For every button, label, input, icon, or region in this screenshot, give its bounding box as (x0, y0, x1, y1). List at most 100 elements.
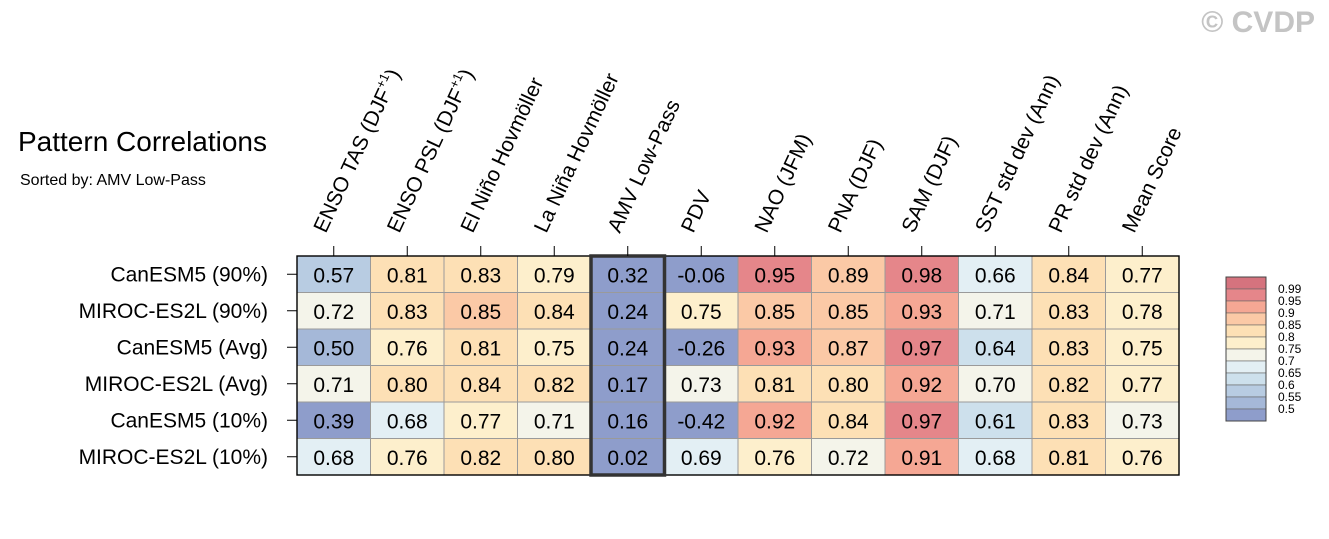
heatmap-cell (664, 329, 738, 366)
colorbar-label: 0.7 (1278, 354, 1295, 368)
colorbar-swatch (1225, 312, 1267, 326)
heatmap-border (296, 255, 1180, 476)
heatmap-cell (1105, 329, 1179, 366)
heatmap-cell (1105, 402, 1179, 439)
column-labels: ENSO TAS (DJF+1)ENSO PSL (DJF+1)El Niño … (307, 64, 1187, 256)
cell-value-label: 0.98 (901, 264, 942, 287)
cell-value-label: 0.24 (607, 337, 648, 360)
column-label-sst-std-dev-ann: SST std dev (Ann) (971, 71, 1064, 236)
cell-value-label: 0.93 (901, 301, 942, 324)
heatmap-cell (958, 438, 1032, 475)
cell-value-label: 0.16 (607, 410, 648, 433)
cell-value-label: 0.82 (1048, 374, 1089, 397)
heatmap-cell (738, 256, 812, 293)
cell-value-label: 0.50 (313, 337, 354, 360)
colorbar-label: 0.75 (1278, 342, 1302, 356)
heatmap-cell (811, 402, 885, 439)
heatmap-cell (517, 292, 591, 329)
cell-value-label: 0.80 (828, 374, 869, 397)
colorbar-label: 0.95 (1278, 294, 1302, 308)
heatmap-cell (1032, 402, 1106, 439)
colorbar-label: 0.65 (1278, 366, 1302, 380)
heatmap-cell (811, 292, 885, 329)
colorbar-label: 0.9 (1278, 306, 1295, 320)
heatmap-cell (1032, 292, 1106, 329)
colorbar-label: 0.85 (1278, 318, 1302, 332)
heatmap-cell (958, 365, 1032, 402)
colorbar-swatch (1225, 300, 1267, 314)
cell-value-label: 0.97 (901, 337, 942, 360)
cell-value-label: 0.77 (1122, 264, 1163, 287)
colorbar-swatch (1225, 348, 1267, 362)
heatmap-cell (811, 438, 885, 475)
cell-value-label: 0.64 (975, 337, 1016, 360)
heatmap-cell (297, 256, 371, 293)
cell-value-label: 0.76 (387, 447, 428, 470)
heatmap-cell (738, 365, 812, 402)
cell-value-label: 0.24 (607, 301, 648, 324)
cell-value-label: -0.42 (677, 410, 725, 433)
heatmap-cell (885, 329, 959, 366)
heatmap-cell (885, 438, 959, 475)
row-label-miroc-es2l-avg: MIROC-ES2L (Avg) (85, 373, 268, 396)
cell-value-label: 0.92 (901, 374, 942, 397)
heatmap-cell (664, 402, 738, 439)
heatmap-cell (1105, 292, 1179, 329)
cell-value-label: 0.89 (828, 264, 869, 287)
row-label-canesm5-avg: CanESM5 (Avg) (117, 336, 268, 359)
colorbar-label: 0.99 (1278, 282, 1302, 296)
cell-value-label: 0.79 (534, 264, 575, 287)
heatmap-cell (958, 402, 1032, 439)
cell-value-label: 0.68 (387, 410, 428, 433)
colorbar-swatch (1225, 408, 1267, 422)
cell-value-label: 0.71 (313, 374, 354, 397)
cell-value-label: 0.72 (828, 447, 869, 470)
cell-value-label: 0.71 (975, 301, 1016, 324)
cell-value-label: 0.80 (387, 374, 428, 397)
colorbar-swatch (1225, 396, 1267, 410)
cell-value-label: 0.70 (975, 374, 1016, 397)
colorbar-swatch (1225, 372, 1267, 386)
cell-value-label: 0.93 (754, 337, 795, 360)
cell-value-labels: 0.57 0.81 0.83 0.79 0.32 -0.06 0.95 0.89 0.98 0.6… (313, 264, 1162, 470)
colorbar-border (1225, 276, 1267, 422)
heatmap-cell (1032, 365, 1106, 402)
heatmap-cell (738, 402, 812, 439)
cell-value-label: 0.83 (1048, 337, 1089, 360)
cell-value-label: 0.39 (313, 410, 354, 433)
heatmap-cell (811, 365, 885, 402)
heatmap-cell (664, 256, 738, 293)
cell-value-label: 0.68 (975, 447, 1016, 470)
colorbar-swatch (1225, 324, 1267, 338)
heatmap-cell (370, 365, 444, 402)
cell-value-label: 0.92 (754, 410, 795, 433)
heatmap-cell (444, 329, 518, 366)
cell-value-label: 0.76 (1122, 447, 1163, 470)
heatmap-cell (811, 329, 885, 366)
heatmap-cell (444, 438, 518, 475)
cell-value-label: 0.77 (460, 410, 501, 433)
column-label-pna-djf: PNA (DJF) (824, 135, 887, 236)
cell-value-label: 0.73 (681, 374, 722, 397)
heatmap-cell (370, 329, 444, 366)
cell-value-label: 0.76 (754, 447, 795, 470)
heatmap-cell (591, 365, 665, 402)
cell-value-label: 0.32 (607, 264, 648, 287)
heatmap-cell (1032, 438, 1106, 475)
cell-value-label: 0.77 (1122, 374, 1163, 397)
heatmap-cell (444, 256, 518, 293)
heatmap-cell (885, 256, 959, 293)
cell-value-label: 0.80 (534, 447, 575, 470)
heatmap-cell (444, 365, 518, 402)
heatmap-cell (1105, 365, 1179, 402)
cell-value-label: 0.78 (1122, 301, 1163, 324)
heatmap-cell (958, 292, 1032, 329)
heatmap-cell (370, 438, 444, 475)
cell-value-label: 0.85 (460, 301, 501, 324)
column-label-amv-low-pass: AMV Low-Pass (603, 96, 685, 236)
cell-value-label: -0.26 (677, 337, 725, 360)
cell-value-label: 0.72 (313, 301, 354, 324)
heatmap-cells (297, 256, 1179, 475)
cell-value-label: 0.82 (460, 447, 501, 470)
